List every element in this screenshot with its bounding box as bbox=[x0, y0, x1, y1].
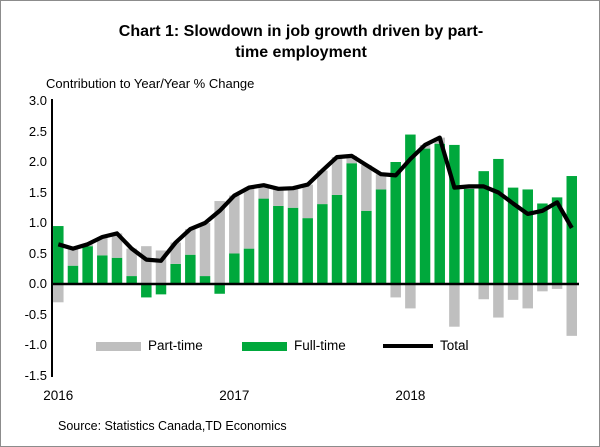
full-time-bar bbox=[346, 163, 357, 284]
full-time-bar bbox=[82, 246, 93, 284]
y-tick-label: -0.5 bbox=[24, 306, 47, 322]
total-line bbox=[57, 135, 574, 263]
part-time-bar bbox=[155, 250, 167, 284]
y-tick-label: -1.5 bbox=[24, 367, 47, 383]
full-time-bar bbox=[331, 194, 343, 284]
part-time-bar bbox=[214, 201, 225, 284]
source-note: Source: Statistics Canada,TD Economics bbox=[58, 419, 287, 433]
full-time-bar bbox=[361, 210, 372, 284]
total-line-swatch bbox=[383, 344, 433, 348]
legend: Part-time Full-time Total bbox=[1, 337, 599, 357]
y-tick-label: 0.0 bbox=[28, 276, 47, 291]
legend-item-total: Total bbox=[383, 337, 469, 355]
part-time-bar bbox=[302, 184, 313, 219]
full-time-bar bbox=[463, 188, 475, 284]
full-time-bar bbox=[449, 144, 460, 284]
part-time-bar bbox=[199, 223, 211, 277]
full-time-bar bbox=[97, 255, 108, 284]
full-time-bar bbox=[317, 204, 328, 284]
y-tick-label: -1.0 bbox=[24, 337, 47, 352]
y-tick-label: 1.0 bbox=[28, 215, 47, 230]
full-time-bar bbox=[67, 265, 79, 284]
part-time-bar bbox=[97, 237, 108, 256]
full-time-bar bbox=[375, 189, 387, 284]
legend-item-full-time: Full-time bbox=[242, 337, 346, 355]
full-time-bar bbox=[419, 148, 431, 284]
full-time-bar bbox=[126, 276, 137, 284]
part-time-bar bbox=[317, 170, 328, 205]
full-time-bar bbox=[405, 134, 416, 284]
part-time-bar bbox=[449, 284, 460, 327]
part-time-bar bbox=[287, 188, 299, 208]
full-time-bar bbox=[111, 257, 123, 284]
full-time-bar bbox=[53, 226, 64, 284]
full-time-bar bbox=[214, 284, 225, 294]
part-time-bar bbox=[273, 188, 284, 206]
part-time-bar bbox=[507, 284, 519, 300]
axis-unit-label: Contribution to Year/Year % Change bbox=[46, 76, 255, 91]
chart-title: Chart 1: Slowdown in job growth driven b… bbox=[1, 21, 599, 63]
full-time-bar bbox=[493, 158, 504, 284]
part-time-bar bbox=[390, 284, 401, 298]
part-time-bar bbox=[243, 187, 255, 249]
part-time-bar bbox=[566, 284, 577, 336]
full-time-bar bbox=[566, 176, 577, 284]
x-year-label: 2016 bbox=[43, 388, 74, 403]
part-time-bar bbox=[361, 165, 372, 211]
full-time-bar bbox=[287, 207, 299, 284]
part-time-bar bbox=[53, 284, 64, 303]
chart-title-line2: time employment bbox=[235, 44, 367, 61]
part-time-bar bbox=[141, 246, 152, 284]
part-time-bar bbox=[331, 157, 343, 195]
part-time-bar bbox=[229, 195, 240, 254]
full-time-bar bbox=[522, 189, 533, 284]
chart-title-line1: Chart 1: Slowdown in job growth driven b… bbox=[118, 23, 484, 40]
y-tick-label: 3.0 bbox=[28, 93, 47, 108]
full-time-bar bbox=[185, 254, 196, 284]
full-time-bar bbox=[478, 171, 489, 284]
part-time-bar bbox=[346, 155, 357, 164]
legend-part-time-label: Part-time bbox=[148, 338, 203, 353]
part-time-bar bbox=[185, 229, 196, 255]
full-time-bar bbox=[141, 284, 152, 298]
full-time-bar bbox=[434, 143, 445, 284]
legend-full-time-label: Full-time bbox=[294, 338, 346, 353]
full-time-bar bbox=[507, 187, 519, 284]
part-time-bar bbox=[111, 233, 123, 258]
x-year-label: 2018 bbox=[395, 388, 426, 403]
full-time-bar bbox=[170, 263, 181, 284]
part-time-bar bbox=[522, 284, 533, 309]
part-time-bar bbox=[537, 284, 548, 292]
part-time-swatch bbox=[96, 341, 141, 351]
full-time-bar bbox=[273, 205, 284, 284]
full-time-bar bbox=[243, 248, 255, 284]
full-time-swatch bbox=[242, 341, 287, 351]
part-time-bar bbox=[405, 284, 416, 309]
part-time-bar bbox=[258, 185, 269, 199]
full-time-bar bbox=[537, 203, 548, 284]
x-year-label: 2017 bbox=[219, 388, 250, 403]
full-time-bar bbox=[155, 284, 167, 295]
full-time-bar bbox=[551, 197, 563, 284]
part-time-bar bbox=[551, 284, 563, 289]
part-time-bar bbox=[170, 242, 181, 264]
legend-item-part-time: Part-time bbox=[96, 337, 203, 355]
y-tick-label: 1.5 bbox=[28, 184, 47, 200]
full-time-bar bbox=[229, 253, 240, 284]
legend-total-label: Total bbox=[440, 338, 469, 353]
part-time-bar bbox=[493, 284, 504, 318]
part-time-bar bbox=[67, 248, 79, 266]
full-time-bar bbox=[390, 162, 401, 284]
full-time-bar bbox=[302, 218, 313, 284]
full-time-bar bbox=[199, 276, 211, 284]
y-tick-label: 2.0 bbox=[28, 154, 47, 169]
part-time-bar bbox=[375, 174, 387, 190]
part-time-bar bbox=[126, 248, 137, 277]
y-tick-label: 0.5 bbox=[28, 245, 47, 261]
full-time-bar bbox=[258, 198, 269, 284]
y-tick-label: 2.5 bbox=[28, 123, 47, 139]
part-time-bar bbox=[478, 284, 489, 300]
